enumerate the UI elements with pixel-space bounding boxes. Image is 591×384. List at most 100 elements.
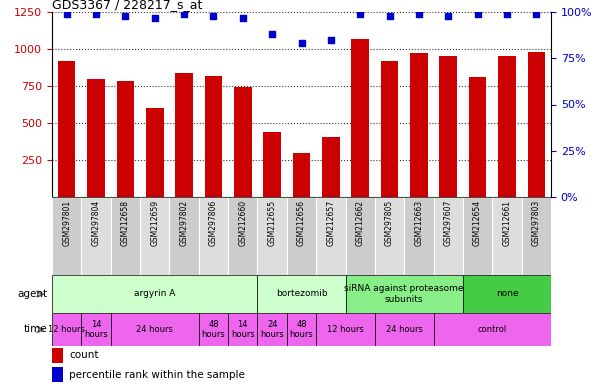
Point: [326, 37, 336, 43]
Bar: [469, 77, 486, 197]
Point: [179, 11, 189, 17]
Text: agent: agent: [17, 289, 47, 299]
Text: argyrin A: argyrin A: [134, 290, 176, 298]
Bar: [498, 56, 516, 197]
Bar: [258, 313, 287, 346]
Bar: [146, 108, 164, 197]
Point: [502, 11, 512, 17]
Bar: [52, 348, 63, 363]
Bar: [463, 275, 551, 313]
Bar: [52, 313, 82, 346]
Point: [121, 13, 130, 19]
Bar: [322, 137, 340, 197]
Bar: [264, 132, 281, 197]
Bar: [52, 197, 82, 275]
Bar: [287, 197, 316, 275]
Text: percentile rank within the sample: percentile rank within the sample: [70, 369, 245, 379]
Text: siRNA against proteasome
subunits: siRNA against proteasome subunits: [345, 284, 464, 304]
Text: GSM212663: GSM212663: [414, 200, 423, 246]
Text: GSM297802: GSM297802: [180, 200, 189, 246]
Bar: [176, 73, 193, 197]
Bar: [404, 197, 434, 275]
Text: GSM212654: GSM212654: [473, 200, 482, 246]
Point: [91, 11, 100, 17]
Text: GSM297801: GSM297801: [62, 200, 71, 246]
Point: [150, 15, 160, 21]
Point: [443, 13, 453, 19]
Text: 48
hours: 48 hours: [202, 320, 225, 339]
Bar: [410, 53, 428, 197]
Text: GSM212661: GSM212661: [502, 200, 511, 246]
Text: 12 hours: 12 hours: [48, 325, 85, 334]
Bar: [199, 313, 228, 346]
Bar: [316, 197, 346, 275]
Text: none: none: [496, 290, 518, 298]
Bar: [440, 56, 457, 197]
Bar: [199, 197, 228, 275]
Bar: [492, 197, 522, 275]
Bar: [258, 275, 346, 313]
Text: GSM212656: GSM212656: [297, 200, 306, 246]
Text: GSM297803: GSM297803: [532, 200, 541, 247]
Text: 14
hours: 14 hours: [231, 320, 255, 339]
Bar: [204, 76, 222, 197]
Bar: [434, 197, 463, 275]
Point: [62, 11, 72, 17]
Bar: [528, 52, 545, 197]
Text: 48
hours: 48 hours: [290, 320, 313, 339]
Bar: [234, 87, 252, 197]
Point: [297, 40, 306, 46]
Bar: [140, 197, 170, 275]
Text: bortezomib: bortezomib: [275, 290, 327, 298]
Text: GSM212658: GSM212658: [121, 200, 130, 246]
Bar: [58, 61, 76, 197]
Text: GDS3367 / 228217_s_at: GDS3367 / 228217_s_at: [52, 0, 202, 11]
Point: [385, 13, 394, 19]
Text: GSM297607: GSM297607: [444, 200, 453, 247]
Bar: [434, 313, 551, 346]
Bar: [375, 197, 404, 275]
Text: control: control: [478, 325, 507, 334]
Bar: [346, 275, 463, 313]
Bar: [375, 313, 434, 346]
Text: GSM212660: GSM212660: [238, 200, 247, 246]
Bar: [111, 313, 199, 346]
Bar: [52, 367, 63, 382]
Point: [531, 11, 541, 17]
Bar: [82, 197, 111, 275]
Text: GSM212655: GSM212655: [268, 200, 277, 246]
Bar: [258, 197, 287, 275]
Text: time: time: [24, 324, 47, 334]
Bar: [228, 197, 258, 275]
Bar: [87, 79, 105, 197]
Text: 24 hours: 24 hours: [137, 325, 173, 334]
Text: GSM297804: GSM297804: [92, 200, 100, 247]
Bar: [287, 313, 316, 346]
Text: GSM297806: GSM297806: [209, 200, 218, 247]
Text: GSM212659: GSM212659: [150, 200, 159, 246]
Point: [473, 11, 482, 17]
Text: 14
hours: 14 hours: [84, 320, 108, 339]
Bar: [82, 313, 111, 346]
Point: [209, 13, 218, 19]
Text: GSM297805: GSM297805: [385, 200, 394, 247]
Text: 24
hours: 24 hours: [260, 320, 284, 339]
Point: [355, 11, 365, 17]
Point: [267, 31, 277, 37]
Bar: [352, 40, 369, 197]
Text: GSM212662: GSM212662: [356, 200, 365, 246]
Bar: [170, 197, 199, 275]
Text: 12 hours: 12 hours: [327, 325, 364, 334]
Text: count: count: [70, 351, 99, 361]
Point: [414, 11, 424, 17]
Bar: [228, 313, 258, 346]
Bar: [116, 81, 134, 197]
Bar: [52, 275, 258, 313]
Bar: [111, 197, 140, 275]
Point: [238, 15, 248, 21]
Bar: [463, 197, 492, 275]
Bar: [522, 197, 551, 275]
Text: 24 hours: 24 hours: [386, 325, 423, 334]
Bar: [346, 197, 375, 275]
Bar: [293, 153, 310, 197]
